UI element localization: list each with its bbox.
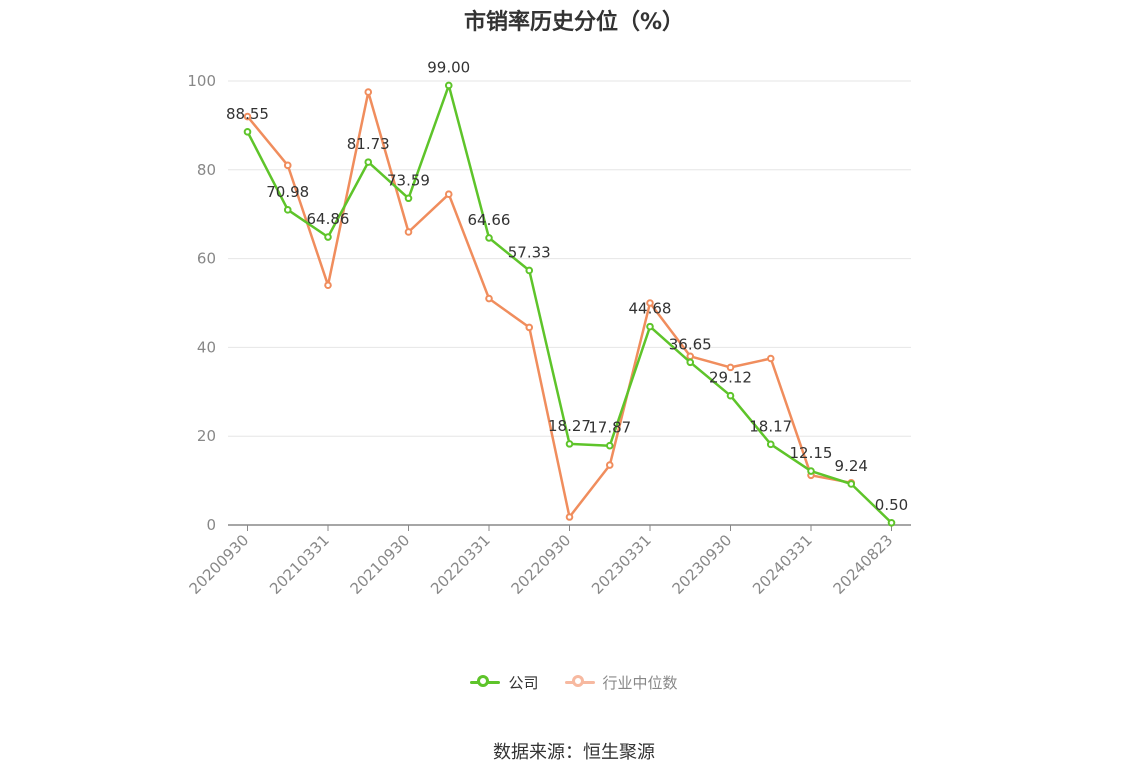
company-point-0 <box>243 128 252 136</box>
company-data-label-14: 12.15 <box>790 444 833 462</box>
company-data-label-16: 0.50 <box>875 496 908 514</box>
company-data-label-9: 17.87 <box>588 419 631 437</box>
y-tick-label-100: 100 <box>187 72 216 90</box>
company-point-8 <box>565 440 574 448</box>
company-point-13 <box>766 440 775 449</box>
data-labels: 88.55 70.98 64.86 81.73 73.59 99.00 64.66 57.33… <box>226 58 908 513</box>
company-data-label-5: 99.00 <box>427 58 470 76</box>
company-point-16 <box>887 518 896 527</box>
company-data-label-8: 18.27 <box>548 417 591 435</box>
series-lines <box>243 81 896 527</box>
y-tick-label-60: 60 <box>197 250 216 268</box>
data-source-note: 数据来源：恒生聚源 <box>493 742 655 763</box>
industry-point-6 <box>485 294 493 303</box>
legend-company-marker <box>477 675 490 687</box>
company-point-2 <box>324 233 332 241</box>
company-data-label-3: 81.73 <box>347 135 390 153</box>
x-tick-label-20210331: 20210331 <box>266 531 333 598</box>
legend-item-industry[interactable]: 行业中位数 <box>564 672 678 693</box>
legend-industry-label: 行业中位数 <box>602 674 678 692</box>
company-data-label-11: 36.65 <box>669 335 712 353</box>
y-tick-label-0: 0 <box>206 516 216 534</box>
company-data-label-0: 88.55 <box>226 105 269 123</box>
legend-item-company[interactable]: 公司 <box>470 672 539 693</box>
legend-company-label: 公司 <box>508 674 539 692</box>
grid-lines <box>228 80 911 437</box>
company-point-6 <box>485 234 493 242</box>
company-data-label-4: 73.59 <box>387 171 430 189</box>
company-point-10 <box>646 322 654 331</box>
company-data-label-13: 18.17 <box>749 417 792 435</box>
company-point-14 <box>807 467 815 475</box>
industry-point-3 <box>364 88 373 96</box>
industry-point-4 <box>404 228 413 236</box>
legend[interactable]: 公司 行业中位数 <box>0 672 1148 693</box>
company-data-label-12: 29.12 <box>709 369 752 387</box>
chart-title: 市销率历史分位（%） <box>463 10 685 35</box>
y-tick-label-80: 80 <box>197 161 216 179</box>
x-tick-label-20230331: 20230331 <box>588 531 655 598</box>
company-data-label-2: 64.86 <box>307 210 350 228</box>
legend-industry-marker <box>571 675 584 687</box>
company-point-9 <box>605 441 614 450</box>
x-tick-label-20210930: 20210930 <box>347 531 414 598</box>
industry-point-9 <box>605 461 614 469</box>
company-data-label-7: 57.33 <box>508 243 551 261</box>
industry-point-7 <box>525 323 534 332</box>
industry-point-12 <box>726 363 735 372</box>
company-point-7 <box>525 266 534 275</box>
company-data-label-10: 44.68 <box>629 300 672 318</box>
x-tick-label-20220930: 20220930 <box>508 531 575 598</box>
x-tick-label-20220331: 20220331 <box>427 531 494 598</box>
company-point-5 <box>444 81 453 90</box>
legend-industry-swatch <box>564 675 595 687</box>
y-tick-label-40: 40 <box>197 338 216 356</box>
x-tick-label-20240331: 20240331 <box>749 531 816 598</box>
industry-point-8 <box>565 513 574 521</box>
industry-point-13 <box>766 354 775 363</box>
x-tick-label-20240823: 20240823 <box>830 531 897 598</box>
company-data-label-15: 9.24 <box>835 457 868 475</box>
industry-point-1 <box>283 161 292 170</box>
company-point-15 <box>847 480 856 488</box>
company-point-3 <box>364 158 373 166</box>
company-point-11 <box>686 358 695 367</box>
industry-point-5 <box>444 190 453 199</box>
x-tick-label-20230930: 20230930 <box>669 531 736 598</box>
x-tick-label-20200930: 20200930 <box>186 531 253 598</box>
industry-point-11 <box>686 352 695 361</box>
company-data-label-6: 64.66 <box>468 211 511 229</box>
industry-point-10 <box>646 299 654 307</box>
company-point-12 <box>726 391 735 400</box>
company-point-1 <box>283 206 292 214</box>
legend-company-swatch <box>470 675 501 687</box>
series-line-industry <box>246 90 852 519</box>
industry-point-2 <box>324 281 332 290</box>
company-data-label-1: 70.98 <box>266 183 309 201</box>
y-tick-label-20: 20 <box>197 427 216 445</box>
industry-point-0 <box>243 112 252 121</box>
company-point-4 <box>404 194 413 203</box>
